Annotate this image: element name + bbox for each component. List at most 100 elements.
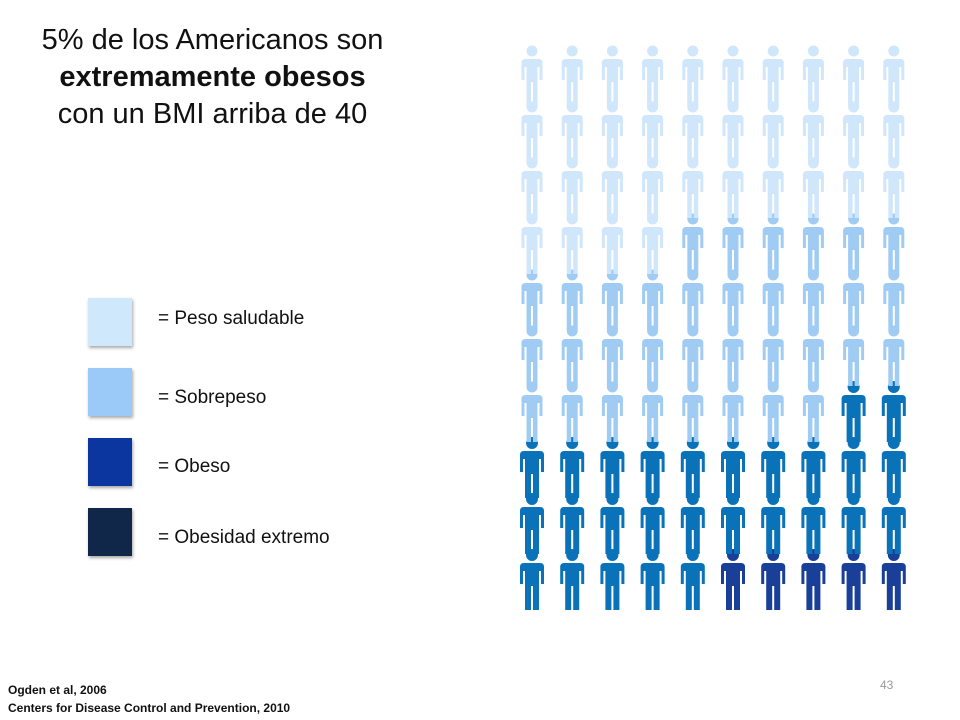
slide-title: 5% de los Americanos son extremamente ob… <box>40 22 385 133</box>
page-number: 43 <box>880 678 894 692</box>
person-icon <box>680 549 705 610</box>
person-icon <box>841 381 866 442</box>
person-icon <box>762 381 784 442</box>
person-icon <box>722 157 744 218</box>
person-icon <box>682 45 704 106</box>
person-icon <box>802 269 824 330</box>
source-line-1: Ogden et al, 2006 <box>8 683 107 697</box>
legend-label-healthy: = Peso saludable <box>158 308 305 329</box>
title-part1: 5% de los Americanos son <box>41 24 384 56</box>
person-icon <box>843 269 865 330</box>
person-icon <box>722 325 744 386</box>
person-icon <box>843 325 865 386</box>
person-icon <box>560 549 585 610</box>
person-icon <box>881 437 906 498</box>
person-icon <box>843 157 865 218</box>
person-icon <box>762 213 784 274</box>
person-icon <box>560 437 585 498</box>
person-icon <box>722 213 744 274</box>
title-part2: con un BMI arriba de 40 <box>57 98 368 130</box>
person-icon <box>682 213 704 274</box>
legend-swatch-obese <box>88 438 132 486</box>
person-icon <box>640 549 665 610</box>
person-icon <box>521 269 543 330</box>
legend-label-overweight: = Sobrepeso <box>158 387 267 408</box>
person-icon <box>761 437 786 498</box>
person-icon <box>843 101 865 162</box>
person-icon <box>883 157 905 218</box>
person-icon <box>682 157 704 218</box>
person-icon <box>600 437 625 498</box>
person-icon <box>722 269 744 330</box>
person-icon <box>801 549 826 610</box>
source-line-2: Centers for Disease Control and Preventi… <box>8 701 291 715</box>
person-icon <box>841 493 866 554</box>
person-icon <box>642 157 664 218</box>
person-icon <box>642 101 664 162</box>
person-icon <box>883 45 905 106</box>
person-icon <box>680 493 705 554</box>
person-icon <box>883 213 905 274</box>
legend-swatch-healthy <box>88 298 132 346</box>
person-icon <box>600 493 625 554</box>
person-icon <box>680 437 705 498</box>
person-icon <box>560 493 585 554</box>
person-icon <box>520 437 544 498</box>
person-icon <box>521 325 543 386</box>
person-icon <box>642 269 664 330</box>
person-icon <box>561 45 583 106</box>
person-icon <box>802 157 824 218</box>
person-icon <box>721 437 745 498</box>
person-icon <box>642 213 664 274</box>
person-icon <box>682 269 704 330</box>
person-icon <box>801 493 826 554</box>
person-icon <box>722 101 744 162</box>
person-icon <box>601 269 623 330</box>
person-icon <box>802 213 824 274</box>
person-icon <box>761 493 786 554</box>
person-icon <box>561 157 583 218</box>
person-icon <box>801 437 826 498</box>
person-icon <box>881 493 906 554</box>
person-icon <box>520 493 544 554</box>
person-icon <box>521 45 543 106</box>
person-icon <box>601 157 623 218</box>
person-icon <box>883 325 905 386</box>
person-icon <box>601 101 623 162</box>
person-icon <box>682 101 704 162</box>
person-icon <box>761 549 786 610</box>
title-bold: extremamente obesos <box>59 61 366 93</box>
person-icon <box>843 45 865 106</box>
person-icon <box>520 549 544 610</box>
person-icon <box>642 45 664 106</box>
person-icon <box>843 213 865 274</box>
person-icon <box>601 325 623 386</box>
person-icon <box>883 269 905 330</box>
person-icon <box>762 101 784 162</box>
person-icon <box>521 213 543 274</box>
person-icon <box>521 157 543 218</box>
person-icon <box>802 45 824 106</box>
person-icon <box>601 381 623 442</box>
person-icon <box>762 45 784 106</box>
person-icon <box>722 381 744 442</box>
person-icon <box>762 157 784 218</box>
person-icon <box>682 325 704 386</box>
person-icon <box>521 381 543 442</box>
person-icon <box>802 381 824 442</box>
person-icon <box>561 269 583 330</box>
person-icon <box>640 437 665 498</box>
person-icon <box>521 101 543 162</box>
person-icon <box>561 213 583 274</box>
person-icon <box>561 325 583 386</box>
person-icon <box>841 549 866 610</box>
person-icon <box>600 549 625 610</box>
person-icon <box>762 269 784 330</box>
person-icon <box>642 325 664 386</box>
person-icon <box>841 437 866 498</box>
person-icon <box>601 213 623 274</box>
legend-label-obese: = Obeso <box>158 456 231 477</box>
person-icon <box>762 325 784 386</box>
person-icon <box>721 493 745 554</box>
